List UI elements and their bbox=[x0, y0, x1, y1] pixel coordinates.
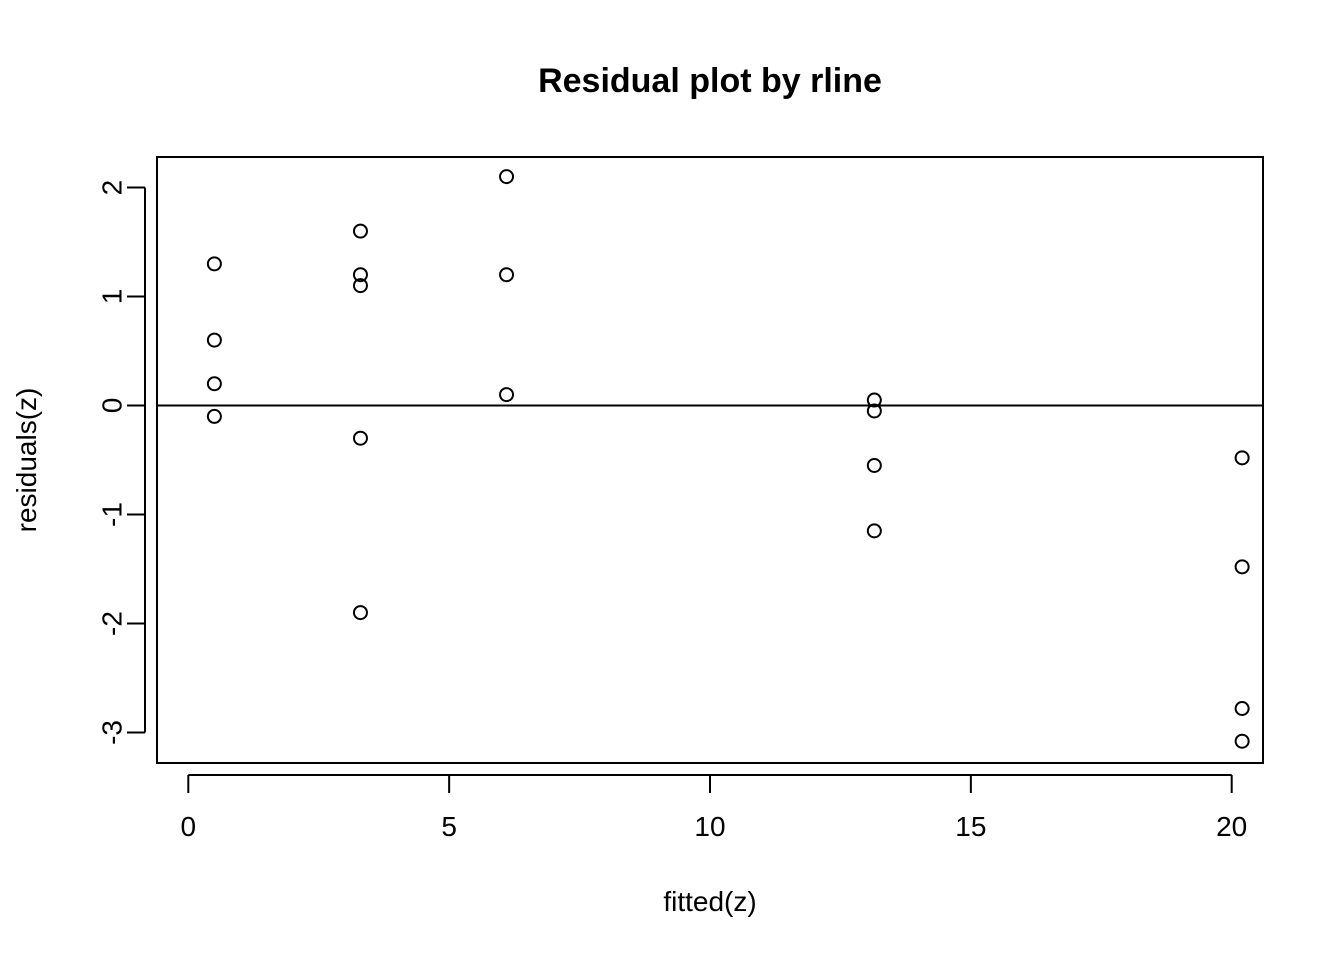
x-axis: 0 5 10 15 20 bbox=[181, 774, 1247, 842]
data-point bbox=[206, 256, 222, 272]
y-tick-label: -2 bbox=[97, 611, 128, 636]
data-point bbox=[206, 332, 222, 348]
data-point bbox=[352, 278, 368, 294]
data-point bbox=[206, 376, 222, 392]
data-point bbox=[499, 387, 515, 403]
chart-title: Residual plot by rline bbox=[538, 62, 882, 100]
data-point bbox=[206, 408, 222, 424]
x-tick-label: 5 bbox=[441, 811, 457, 842]
data-point bbox=[499, 169, 515, 185]
data-point bbox=[352, 605, 368, 621]
data-point bbox=[1234, 701, 1250, 717]
data-point bbox=[866, 392, 882, 408]
data-point bbox=[866, 403, 882, 419]
x-axis-label: fitted(z) bbox=[663, 886, 756, 917]
data-point bbox=[499, 267, 515, 283]
data-point bbox=[352, 267, 368, 283]
scatter-points bbox=[206, 169, 1250, 749]
y-tick-label: 0 bbox=[97, 398, 128, 414]
data-point bbox=[352, 223, 368, 239]
data-point bbox=[1234, 733, 1250, 749]
x-tick-label: 20 bbox=[1216, 811, 1247, 842]
y-tick-label: 2 bbox=[97, 180, 128, 196]
y-axis: -3 -2 -1 0 1 2 bbox=[97, 180, 146, 745]
y-tick-label: -3 bbox=[97, 720, 128, 745]
y-axis-label: residuals(z) bbox=[11, 388, 42, 533]
data-point bbox=[1234, 450, 1250, 466]
data-point bbox=[1234, 559, 1250, 575]
plot-area-box bbox=[156, 156, 1264, 764]
x-tick-label: 0 bbox=[181, 811, 197, 842]
data-point bbox=[352, 430, 368, 446]
y-tick-label: 1 bbox=[97, 289, 128, 305]
data-point bbox=[866, 523, 882, 539]
x-tick-label: 15 bbox=[955, 811, 986, 842]
x-tick-label: 10 bbox=[694, 811, 725, 842]
y-tick-label: -1 bbox=[97, 502, 128, 527]
data-point bbox=[866, 457, 882, 473]
